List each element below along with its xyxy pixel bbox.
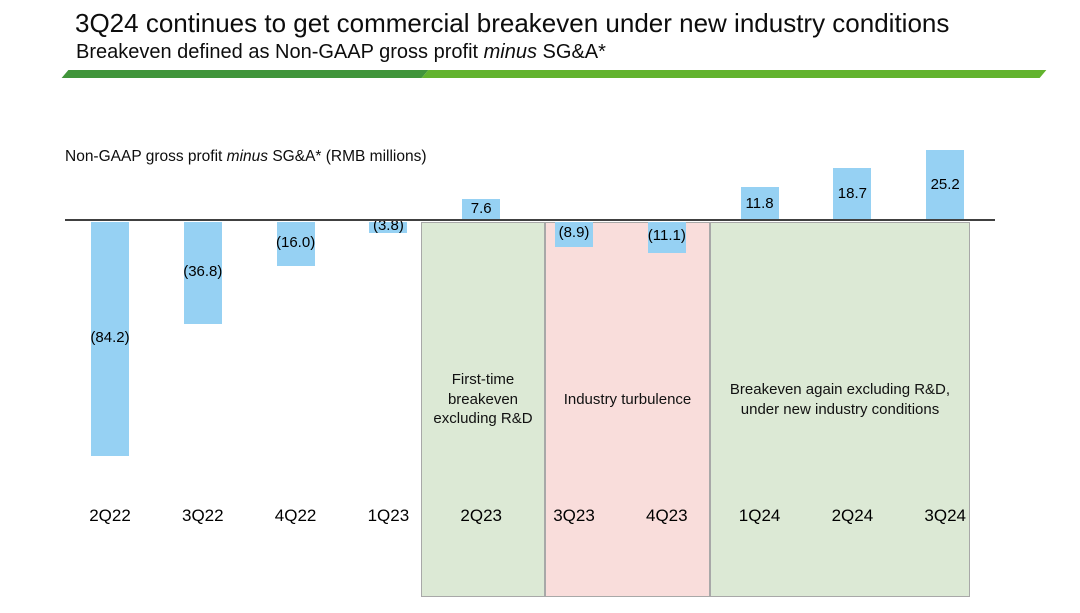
bar-value-label-3Q22: (36.8) <box>183 263 223 281</box>
axis-label-3Q23: 3Q23 <box>553 506 595 525</box>
chart-axis-title-pre: Non-GAAP gross profit <box>65 148 227 165</box>
bar-value-label-1Q23: (3.8) <box>372 217 404 235</box>
bar-value-label-4Q22: (16.0) <box>276 234 316 252</box>
axis-label-2Q24: 2Q24 <box>831 506 874 525</box>
annotation-region-label: Industry turbulence <box>563 390 692 408</box>
bar-4Q22 <box>276 222 315 267</box>
axis-label-3Q22: 3Q22 <box>182 506 224 525</box>
bar-value-label-2Q24: 18.7 <box>837 185 867 202</box>
axis-label-1Q24: 1Q24 <box>738 506 781 525</box>
bar-value-label-2Q22: (84.2) <box>90 329 130 347</box>
chart-axis-title-post: SG&A* (RMB millions) <box>268 148 427 165</box>
bar-2Q22 <box>91 222 129 457</box>
bar-value-label-2Q23: 7.6 <box>470 200 492 218</box>
annotation-region-3: Breakeven again excluding R&D, under new… <box>710 222 970 597</box>
axis-label-4Q22: 4Q22 <box>274 506 317 525</box>
subtitle-text-italic: minus <box>483 41 537 63</box>
bar-value-label-1Q24: 11.8 <box>745 194 774 212</box>
bar-1Q24 <box>740 187 779 220</box>
page-title: 3Q24 continues to get commercial breakev… <box>75 8 950 38</box>
axis-label-2Q23: 2Q23 <box>460 506 502 525</box>
axis-label-4Q23: 4Q23 <box>646 506 688 525</box>
bar-value-label-3Q23: (8.9) <box>558 224 590 242</box>
chart-axis-title: Non-GAAP gross profit minus SG&A* (RMB m… <box>65 148 427 166</box>
chart-axis-title-italic: minus <box>226 148 269 165</box>
subtitle-text-post: SG&A* <box>537 41 606 63</box>
annotation-region-label: Breakeven again excluding R&D, under new… <box>729 380 951 418</box>
bar-3Q23 <box>555 222 593 247</box>
annotation-region-1: First-time breakeven excluding R&D <box>421 222 545 597</box>
bar-4Q23 <box>647 222 686 253</box>
bar-2Q23 <box>462 198 501 220</box>
subtitle-text-pre: Breakeven defined as Non-GAAP gross prof… <box>76 41 484 63</box>
bar-1Q23 <box>369 222 408 233</box>
bar-value-label-3Q24: 25.2 <box>930 175 960 193</box>
bar-2Q24 <box>833 168 872 220</box>
axis-label-3Q24: 3Q24 <box>924 506 966 525</box>
bar-3Q24 <box>926 149 965 220</box>
bar-value-label-4Q23: (11.1) <box>647 227 686 245</box>
zero-baseline-axis <box>65 219 995 221</box>
annotation-region-label: First-time breakeven excluding R&D <box>433 370 533 428</box>
axis-label-1Q23: 1Q23 <box>367 506 410 525</box>
page-subtitle: Breakeven defined as Non-GAAP gross prof… <box>76 41 606 64</box>
annotation-region-2: Industry turbulence <box>545 222 710 597</box>
bar-3Q22 <box>183 222 222 325</box>
axis-label-2Q22: 2Q22 <box>89 506 131 525</box>
